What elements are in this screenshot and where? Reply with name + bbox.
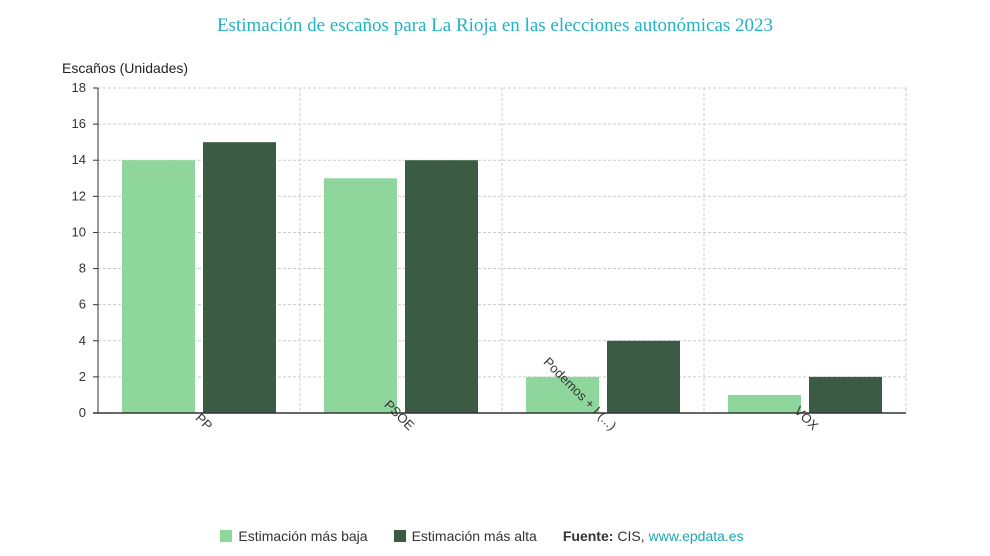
- legend-label-high: Estimación más alta: [411, 528, 537, 544]
- grid: [98, 87, 907, 413]
- y-tick-label: 0: [79, 405, 86, 420]
- source-label: Fuente:: [562, 528, 614, 544]
- bar-high-2[interactable]: [607, 340, 680, 413]
- legend-label-low: Estimación más baja: [238, 528, 368, 544]
- y-tick-label: 4: [79, 333, 86, 348]
- source: Fuente: CIS, www.epdata.es: [563, 528, 744, 544]
- bar-high-0[interactable]: [203, 142, 276, 413]
- bars: [122, 142, 882, 413]
- y-tick-label: 8: [79, 261, 86, 276]
- y-tick-label: 18: [72, 80, 86, 95]
- y-tick-label: 16: [72, 116, 86, 131]
- legend: Estimación más baja Estimación más alta …: [0, 528, 990, 544]
- y-tick-label: 12: [72, 188, 86, 203]
- source-name: CIS,: [617, 528, 645, 544]
- bar-high-1[interactable]: [405, 160, 478, 413]
- y-axis-title: Escaños (Unidades): [62, 60, 188, 76]
- source-link[interactable]: www.epdata.es: [648, 528, 744, 544]
- legend-swatch-low: [220, 530, 233, 542]
- y-tick-label: 10: [72, 224, 86, 239]
- bar-high-3[interactable]: [809, 376, 882, 413]
- y-tick-label: 14: [72, 152, 86, 167]
- bar-low-3[interactable]: [728, 394, 801, 413]
- y-tick-label: 6: [79, 297, 86, 312]
- legend-item-low[interactable]: Estimación más baja: [220, 528, 368, 544]
- bar-low-1[interactable]: [324, 178, 397, 413]
- bar-low-2[interactable]: [526, 376, 599, 413]
- legend-swatch-high: [393, 530, 406, 542]
- y-tick-label: 2: [79, 369, 86, 384]
- legend-item-high[interactable]: Estimación más alta: [393, 528, 537, 544]
- chart-title: Estimación de escaños para La Rioja en l…: [216, 15, 774, 36]
- bar-low-0[interactable]: [122, 160, 195, 413]
